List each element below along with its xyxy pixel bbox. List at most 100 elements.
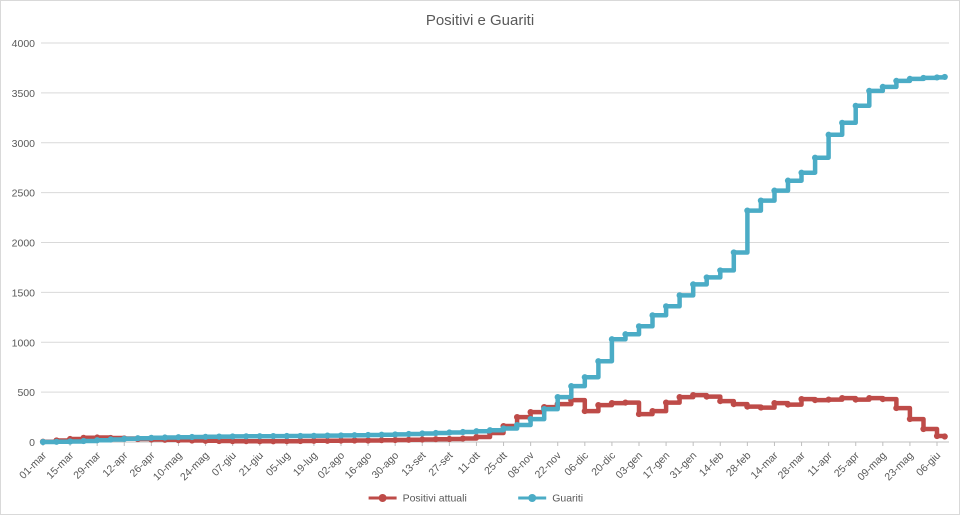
data-point-marker xyxy=(256,438,263,445)
data-point-marker xyxy=(622,331,629,338)
data-point-marker xyxy=(364,437,372,444)
data-point-marker xyxy=(554,394,561,401)
data-point-marker xyxy=(527,415,534,423)
data-point-marker xyxy=(703,274,710,281)
data-point-marker xyxy=(771,187,778,194)
data-point-marker xyxy=(622,399,629,406)
legend-item-positivi-attuali[interactable]: Positivi attuali xyxy=(368,493,467,505)
data-point-marker xyxy=(161,434,169,441)
data-point-marker xyxy=(378,431,385,438)
data-point-marker xyxy=(635,323,643,330)
data-point-marker xyxy=(392,431,399,438)
x-tick-label: 06-giu xyxy=(914,450,943,479)
x-tick-label: 02-ago xyxy=(316,450,348,482)
data-point-marker xyxy=(432,429,439,437)
x-tick-label: 23-mag xyxy=(882,450,916,484)
y-tick-label: 2000 xyxy=(12,238,36,250)
x-tick-label: 14-feb xyxy=(697,450,727,480)
data-point-marker xyxy=(893,77,900,85)
data-point-marker xyxy=(215,437,223,445)
chart-title: Positivi e Guariti xyxy=(426,12,534,29)
data-point-marker xyxy=(337,437,345,444)
x-tick-label: 16-ago xyxy=(343,450,375,482)
legend-label: Positivi attuali xyxy=(403,493,467,505)
data-point-marker xyxy=(811,397,819,404)
series-guariti xyxy=(39,73,948,446)
data-point-marker xyxy=(473,428,480,435)
data-point-marker xyxy=(933,74,941,81)
y-tick-label: 1000 xyxy=(12,337,36,349)
data-point-marker xyxy=(297,437,304,445)
data-point-marker xyxy=(784,401,792,408)
data-point-marker xyxy=(839,395,846,402)
x-tick-label: 10-mag xyxy=(151,450,185,484)
data-point-marker xyxy=(310,437,318,444)
data-point-marker xyxy=(649,407,656,415)
data-point-marker xyxy=(310,432,318,439)
data-point-marker xyxy=(798,169,805,176)
data-point-marker xyxy=(513,421,521,429)
x-tick-label: 15-mar xyxy=(44,449,76,481)
x-tick-label: 14-mar xyxy=(749,449,781,481)
data-point-marker xyxy=(256,433,263,440)
x-tick-label: 09-mag xyxy=(855,450,889,484)
data-point-marker xyxy=(324,437,331,444)
data-point-marker xyxy=(825,131,832,138)
y-tick-label: 4000 xyxy=(12,38,36,50)
data-point-marker xyxy=(649,312,656,319)
data-point-marker xyxy=(324,432,331,439)
y-tick-label: 500 xyxy=(17,387,35,399)
data-point-marker xyxy=(690,392,697,399)
legend-marker xyxy=(528,494,537,502)
x-tick-label: 08-nov xyxy=(506,449,538,481)
legend-item-guariti[interactable]: Guariti xyxy=(518,493,583,505)
data-point-marker xyxy=(608,336,616,343)
y-axis: 0 500 1000 1500 2000 2500 3000 3500 4000 xyxy=(12,38,36,449)
y-tick-label: 1500 xyxy=(12,287,36,299)
data-point-marker xyxy=(703,393,710,400)
data-point-marker xyxy=(486,427,494,434)
data-point-marker xyxy=(527,408,534,416)
y-tick-label: 3000 xyxy=(12,138,36,150)
data-point-marker xyxy=(351,432,358,439)
data-point-marker xyxy=(405,436,412,443)
data-point-marker xyxy=(432,436,439,443)
data-point-marker xyxy=(80,437,87,445)
data-point-marker xyxy=(419,436,426,443)
data-point-marker xyxy=(595,401,602,409)
data-point-marker xyxy=(893,404,900,412)
data-point-marker xyxy=(337,432,345,439)
data-point-marker xyxy=(595,358,602,365)
data-point-marker xyxy=(378,437,385,444)
data-point-marker xyxy=(730,400,737,408)
data-point-marker xyxy=(243,433,250,440)
legend: Positivi attuali Guariti xyxy=(368,493,583,505)
x-tick-label: 17-gen xyxy=(641,450,673,482)
data-point-marker xyxy=(757,197,765,204)
data-point-marker xyxy=(717,398,724,405)
x-tick-label: 21-giu xyxy=(237,450,266,479)
data-point-marker xyxy=(107,436,114,443)
data-point-marker xyxy=(283,432,290,440)
data-point-marker xyxy=(784,177,792,184)
series-line-guariti[interactable] xyxy=(40,74,947,445)
data-point-marker xyxy=(581,374,588,381)
data-point-marker xyxy=(229,433,236,440)
data-point-marker xyxy=(811,154,819,161)
x-tick-label: 03-gen xyxy=(614,450,646,482)
data-point-marker xyxy=(283,438,290,445)
x-tick-label: 28-mar xyxy=(776,449,808,481)
gridlines xyxy=(41,42,949,393)
data-point-marker xyxy=(941,73,948,81)
x-tick-label: 05-lug xyxy=(264,450,293,479)
data-point-marker xyxy=(635,410,643,418)
data-point-marker xyxy=(906,415,914,423)
data-point-marker xyxy=(771,399,778,407)
data-point-marker xyxy=(175,434,182,441)
x-tick-label: 06-dic xyxy=(562,450,591,479)
x-tick-label: 22-nov xyxy=(533,449,565,481)
data-point-marker xyxy=(53,438,60,445)
x-tick-label: 27-set xyxy=(426,450,455,479)
data-point-marker xyxy=(392,436,399,444)
